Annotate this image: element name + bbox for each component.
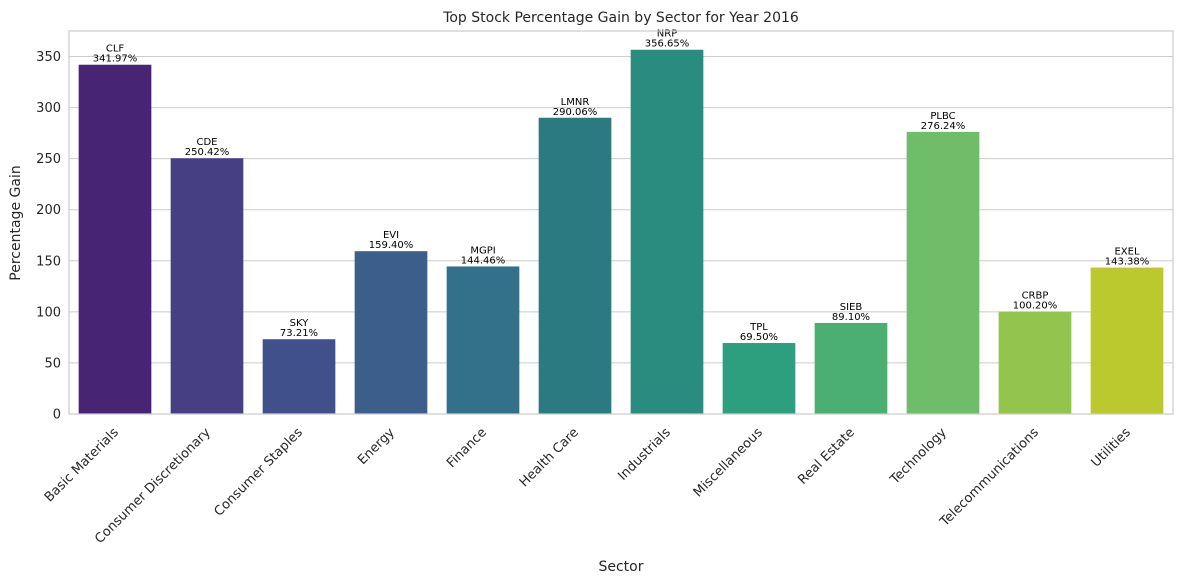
bar-value-label: 356.65% xyxy=(645,39,690,50)
bar-value-label: 276.24% xyxy=(921,121,966,132)
bar-value-label: 290.06% xyxy=(553,107,598,118)
bar xyxy=(78,64,152,414)
chart-title: Top Stock Percentage Gain by Sector for … xyxy=(442,10,799,26)
y-tick-label: 100 xyxy=(36,305,61,320)
x-tick-label: Industrials xyxy=(615,425,674,484)
x-tick-label: Consumer Staples xyxy=(212,425,306,519)
bar xyxy=(814,322,888,414)
bar xyxy=(538,117,612,415)
y-tick-label: 0 xyxy=(53,408,61,423)
bar-ticker-label: SKY xyxy=(290,318,310,329)
x-tick-label: Technology xyxy=(887,425,950,488)
bar-ticker-label: SIEB xyxy=(840,302,863,313)
bar-ticker-label: CDE xyxy=(196,137,217,148)
bar-value-label: 250.42% xyxy=(185,147,230,158)
bar-ticker-label: TPL xyxy=(749,322,768,333)
bar-ticker-label: PLBC xyxy=(930,111,955,122)
bar-value-label: 89.10% xyxy=(832,312,870,323)
x-axis-label: Sector xyxy=(598,559,643,575)
bar xyxy=(170,158,244,414)
bar xyxy=(722,343,796,414)
x-tick-label: Miscellaneous xyxy=(691,425,766,500)
bar-value-label: 341.97% xyxy=(93,54,138,65)
x-tick-label: Basic Materials xyxy=(42,425,122,505)
y-tick-label: 300 xyxy=(36,101,61,116)
bar-ticker-label: EXEL xyxy=(1114,247,1139,258)
bar-value-label: 159.40% xyxy=(369,240,414,251)
bar xyxy=(906,131,980,414)
bar xyxy=(446,266,520,414)
bar xyxy=(630,49,704,415)
y-tick-label: 150 xyxy=(36,254,61,269)
bar xyxy=(262,339,336,414)
bar xyxy=(998,311,1072,414)
bar-ticker-label: MGPI xyxy=(470,245,495,256)
bar-ticker-label: CRBP xyxy=(1022,291,1049,302)
plot-frame xyxy=(68,30,1174,415)
x-tick-label: Telecommunications xyxy=(937,425,1042,530)
x-tick-label: Utilities xyxy=(1089,425,1134,470)
gridlines xyxy=(69,56,1173,415)
x-tick-label: Finance xyxy=(444,425,490,471)
y-tick-label: 50 xyxy=(44,356,61,371)
x-tick-label: Health Care xyxy=(517,425,582,490)
y-tick-label: 200 xyxy=(36,203,61,218)
x-tick-label: Energy xyxy=(355,425,398,468)
y-axis-label: Percentage Gain xyxy=(8,165,24,280)
bar-ticker-label: EVI xyxy=(383,230,399,241)
y-tick-label: 250 xyxy=(36,152,61,167)
bar-value-label: 100.20% xyxy=(1013,301,1058,312)
bar xyxy=(1090,267,1164,414)
bar xyxy=(354,251,428,414)
bar-ticker-label: NRP xyxy=(657,29,677,40)
bar-value-label: 73.21% xyxy=(280,328,318,339)
bar-value-label: 69.50% xyxy=(740,332,778,343)
bar-value-label: 143.38% xyxy=(1105,257,1150,268)
y-ticks: 0 50 100 150 200 250 300 350 xyxy=(36,50,61,422)
bars xyxy=(78,49,1164,415)
y-tick-label: 350 xyxy=(36,50,61,65)
bar-value-label: 144.46% xyxy=(461,255,506,266)
x-tick-label: Real Estate xyxy=(795,425,857,487)
bar-ticker-label: CLF xyxy=(106,44,125,55)
bar-ticker-label: LMNR xyxy=(561,97,590,108)
